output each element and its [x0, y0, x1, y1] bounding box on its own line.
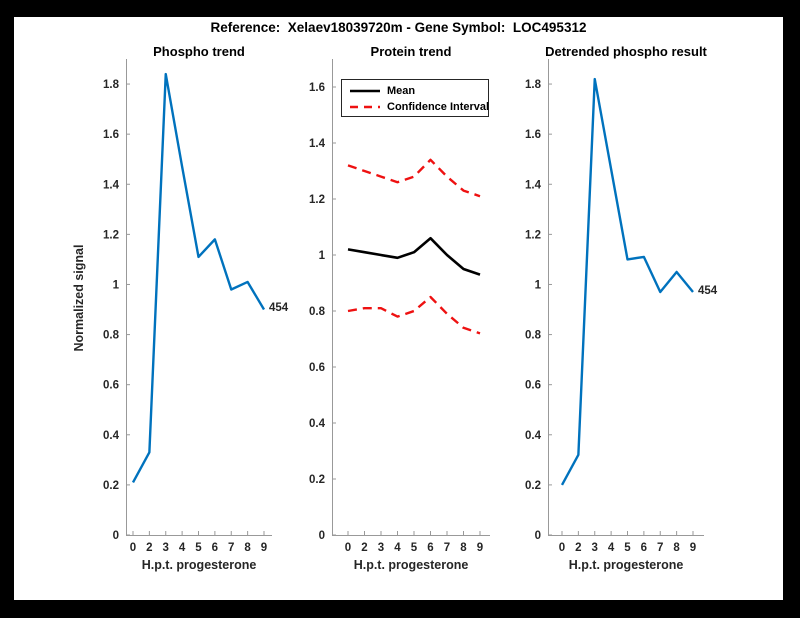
x-tick-label: 7: [228, 542, 234, 554]
figure-title: Reference: Xelaev18039720m - Gene Symbol…: [210, 20, 587, 35]
x-tick-label: 4: [394, 542, 401, 554]
y-tick-label: 1: [535, 279, 542, 291]
y-tick-label: 0: [535, 530, 541, 542]
y-tick-label: 0: [319, 530, 325, 542]
x-tick-label: 2: [361, 542, 367, 554]
y-tick-label: 1.4: [309, 138, 326, 150]
chart-0: 00.20.40.60.811.21.41.61.80 2 3 4 5 6 7 8 9: [103, 59, 272, 554]
y-tick-label: 1: [319, 250, 326, 262]
y-tick-label: 1.2: [525, 229, 541, 241]
y-tick-label: 0.8: [525, 330, 542, 342]
x-tick-label: 9: [261, 542, 267, 554]
x-tick-label: 8: [460, 542, 467, 554]
x-axis-label-phospho: H.p.t. progesterone: [141, 558, 257, 572]
x-tick-label: 3: [592, 542, 598, 554]
chart-title-detrended-result: Detrended phospho result: [545, 44, 707, 59]
x-tick-label: 8: [244, 542, 251, 554]
y-tick-label: 1.6: [309, 82, 325, 94]
y-tick-label: 1.6: [103, 129, 119, 141]
legend-box: Mean Confidence Interval: [341, 79, 489, 117]
series-line-detrended-phospho-signal: [560, 77, 694, 486]
y-tick-label: 0.2: [309, 474, 325, 486]
legend-label-confidence-interval: Confidence Interval: [387, 101, 490, 113]
series-end-label-detrended: 454: [698, 285, 718, 297]
y-tick-label: 0.8: [309, 306, 326, 318]
series-line-confidence-interval-upper: [347, 158, 481, 198]
y-tick-label: 1.8: [103, 79, 120, 91]
y-tick-label: 1.4: [103, 179, 120, 191]
x-tick-label: 4: [608, 542, 615, 554]
x-tick-label: 0: [130, 542, 136, 554]
y-tick-label: 0.8: [103, 330, 120, 342]
y-tick-label: 1.2: [309, 194, 325, 206]
y-tick-label: 0.2: [103, 480, 119, 492]
x-tick-label: 0: [345, 542, 351, 554]
x-tick-label: 8: [673, 542, 680, 554]
y-tick-label: 1: [113, 279, 120, 291]
x-tick-label: 9: [690, 542, 696, 554]
mean-line-swatch-icon: [350, 89, 380, 93]
y-tick-label: 0.4: [525, 430, 542, 442]
y-tick-label: 0.2: [525, 480, 541, 492]
x-tick-label: 7: [657, 542, 663, 554]
y-tick-label: 1.2: [103, 229, 119, 241]
x-tick-label: 5: [195, 542, 202, 554]
y-tick-label: 0.4: [103, 430, 120, 442]
x-axis-label-detrended: H.p.t. progesterone: [568, 558, 684, 572]
x-tick-label: 4: [179, 542, 186, 554]
chart-title-protein-trend: Protein trend: [370, 44, 452, 59]
chart-title-phospho-trend: Phospho trend: [153, 44, 245, 59]
x-tick-label: 2: [146, 542, 152, 554]
confidence-interval-swatch-icon: [350, 105, 380, 109]
y-tick-label: 1.4: [525, 179, 542, 191]
x-tick-label: 3: [163, 542, 169, 554]
series-line-phospho-signal: [131, 72, 266, 483]
x-tick-label: 6: [212, 542, 218, 554]
y-tick-label: 0.6: [103, 380, 119, 392]
chart-1: 00.20.40.60.811.21.41.60 2 3 4 5 6 7 8 9: [309, 59, 490, 554]
y-tick-label: 1.8: [525, 79, 542, 91]
x-axis-label-protein: H.p.t. progesterone: [353, 558, 469, 572]
series-line-confidence-interval-lower: [347, 295, 481, 335]
legend-entry-confidence-interval: Confidence Interval: [348, 99, 490, 115]
y-tick-label: 1.6: [525, 129, 541, 141]
x-tick-label: 9: [477, 542, 483, 554]
y-tick-label: 0: [113, 530, 119, 542]
x-tick-label: 5: [411, 542, 418, 554]
chart-2: 00.20.40.60.811.21.41.61.80 2 3 4 5 6 7 8 9: [525, 59, 704, 554]
x-tick-label: 6: [427, 542, 433, 554]
y-tick-label: 0.6: [525, 380, 541, 392]
series-line-mean: [347, 236, 481, 276]
x-tick-label: 5: [624, 542, 631, 554]
x-tick-label: 2: [575, 542, 581, 554]
x-tick-label: 3: [378, 542, 384, 554]
y-tick-label: 0.6: [309, 362, 325, 374]
x-tick-label: 0: [559, 542, 565, 554]
legend-entry-mean: Mean: [348, 83, 488, 99]
y-tick-label: 0.4: [309, 418, 326, 430]
series-end-label-phospho: 454: [269, 302, 289, 314]
legend-label-mean: Mean: [387, 85, 416, 97]
x-tick-label: 7: [444, 542, 450, 554]
x-tick-label: 6: [641, 542, 647, 554]
